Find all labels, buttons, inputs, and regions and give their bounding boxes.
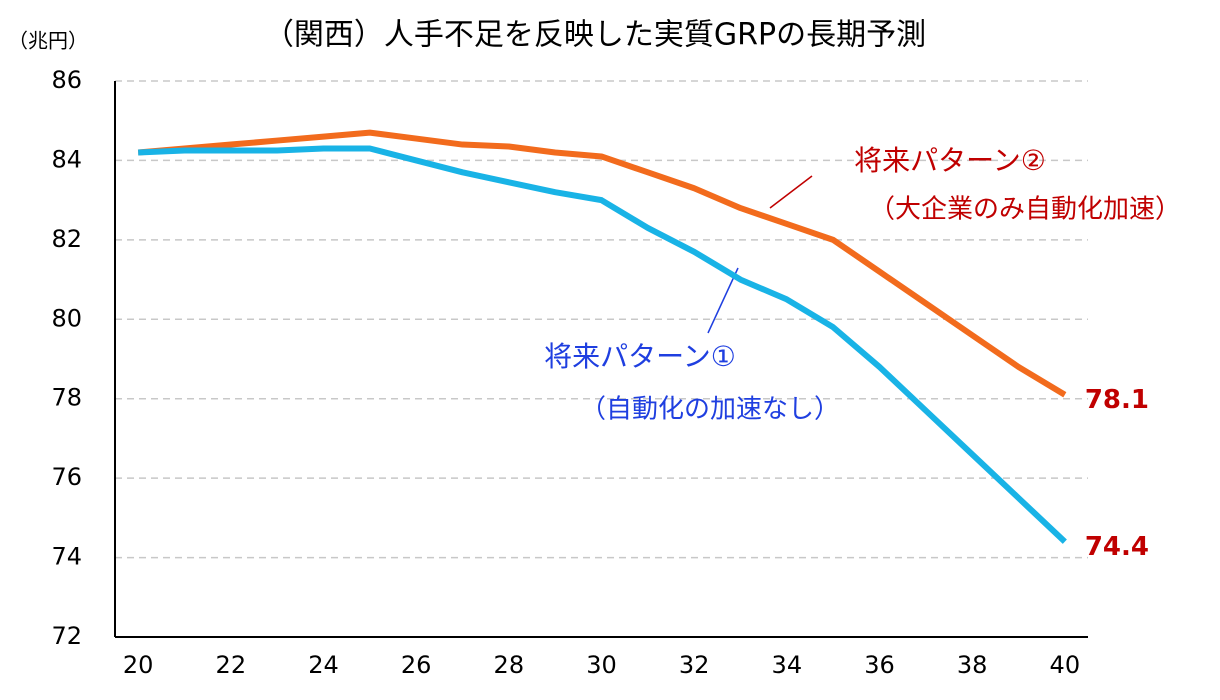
series-note: （大企業のみ自動化加速）	[869, 195, 1181, 225]
y-tick-label: 82	[51, 225, 82, 253]
y-tick-label: 72	[51, 622, 82, 650]
x-tick-label: 26	[401, 651, 432, 679]
y-tick-label: 84	[51, 145, 82, 173]
y-tick-label: 80	[51, 304, 82, 332]
leader-line	[769, 175, 813, 209]
y-tick-label: 76	[51, 463, 82, 491]
series-line	[137, 129, 1067, 398]
chart-title: （関西）人手不足を反映した実質GRPの長期予測	[264, 18, 926, 53]
value-label: 78.1	[1085, 385, 1149, 415]
x-tick-label: 24	[308, 651, 339, 679]
x-tick-label: 38	[957, 651, 988, 679]
x-tick-label: 32	[679, 651, 710, 679]
x-tick-label: 30	[586, 651, 617, 679]
x-tick-label: 40	[1050, 651, 1081, 679]
x-tick-label: 36	[864, 651, 895, 679]
series-label: 将来パターン②	[854, 144, 1046, 177]
y-tick-label: 78	[51, 384, 82, 412]
y-unit: （兆円）	[8, 29, 88, 53]
series-note: （自動化の加速なし）	[580, 395, 840, 425]
value-label: 74.4	[1085, 532, 1149, 562]
y-tick-label: 74	[51, 543, 82, 571]
leader-line	[707, 267, 739, 334]
x-tick-label: 34	[772, 651, 803, 679]
series-line	[138, 145, 1067, 544]
x-tick-label: 20	[123, 651, 154, 679]
x-tick-label: 22	[216, 651, 247, 679]
y-tick-label: 86	[51, 66, 82, 94]
x-tick-label: 28	[494, 651, 525, 679]
series-label: 将来パターン①	[544, 340, 736, 373]
